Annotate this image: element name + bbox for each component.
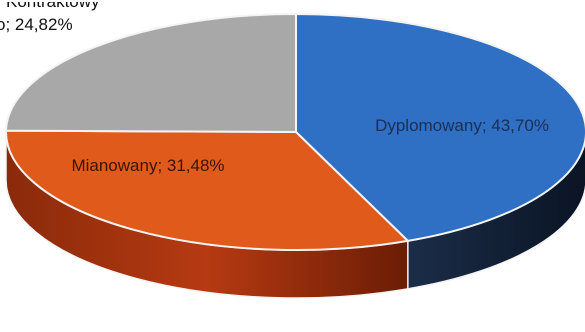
slice-label-outside-value: o; 24,82% bbox=[0, 15, 73, 34]
slice-label-dyplomowany: Dyplomowany; 43,70% bbox=[375, 116, 549, 135]
slice-label-outside-name: Kontraktowy bbox=[6, 2, 100, 12]
pie-slice-kontraktowy bbox=[4, 12, 297, 134]
slice-label-mianowany: Mianowany; 31,48% bbox=[71, 156, 224, 175]
pie-slice-mianowany bbox=[5, 129, 410, 251]
slice-label-outside: Kontraktowy o; 24,82% bbox=[0, 2, 100, 34]
pie-slice-dyplomowany bbox=[295, 12, 585, 242]
